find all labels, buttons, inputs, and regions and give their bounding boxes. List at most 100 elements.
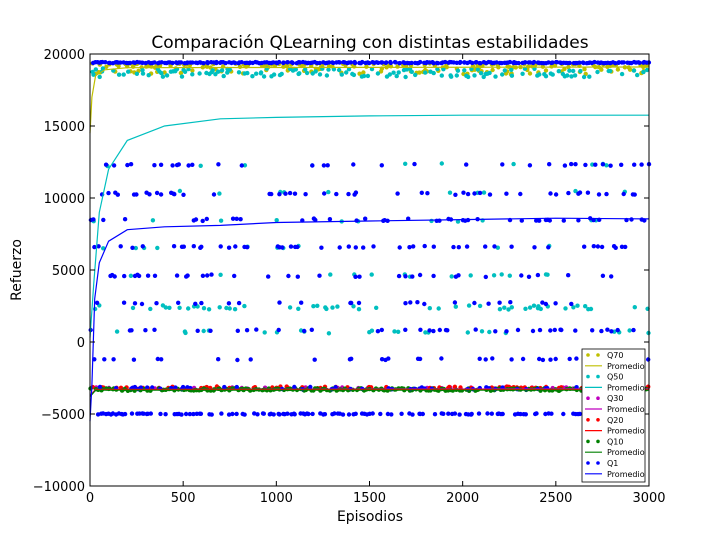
data-point — [254, 327, 259, 332]
data-point — [180, 384, 186, 390]
data-point — [409, 60, 414, 66]
data-point — [183, 330, 188, 336]
data-point — [145, 385, 150, 390]
data-point — [639, 162, 644, 167]
data-point — [537, 72, 542, 77]
data-point — [506, 307, 511, 312]
data-point — [553, 301, 558, 306]
data-point — [205, 273, 210, 278]
data-point — [437, 327, 442, 333]
data-point — [154, 190, 160, 196]
data-point — [369, 328, 375, 333]
data-point — [493, 329, 498, 334]
data-point — [152, 60, 157, 65]
data-point — [531, 303, 537, 308]
data-point — [138, 385, 144, 390]
data-point — [352, 60, 358, 66]
data-point — [483, 357, 488, 362]
data-point — [388, 60, 393, 66]
data-point — [646, 357, 651, 362]
data-point — [425, 191, 430, 196]
data-point — [465, 330, 470, 335]
data-point — [509, 305, 514, 310]
data-point — [477, 303, 483, 309]
data-point — [364, 64, 369, 69]
data-point — [145, 273, 151, 278]
data-point — [387, 72, 392, 77]
data-point — [280, 245, 285, 250]
data-point — [302, 328, 307, 334]
data-point — [209, 272, 214, 277]
data-point — [130, 305, 136, 311]
data-point — [129, 411, 135, 416]
data-point — [397, 60, 402, 66]
x-tick-label: 2000 — [446, 491, 479, 506]
data-point — [609, 329, 614, 334]
data-point — [431, 328, 436, 334]
data-point — [356, 307, 362, 312]
data-point — [418, 327, 423, 332]
data-point — [276, 59, 282, 65]
y-tick-label: 0 — [77, 336, 85, 351]
legend-marker — [586, 353, 590, 357]
data-point — [198, 411, 204, 416]
x-tick-label: 0 — [86, 491, 94, 506]
data-point — [97, 74, 102, 80]
data-point — [515, 327, 521, 333]
data-point — [599, 67, 604, 72]
data-point — [566, 273, 571, 278]
data-point — [191, 244, 196, 249]
data-point — [396, 329, 401, 334]
data-point — [379, 357, 385, 362]
data-point — [581, 74, 587, 80]
data-point — [495, 245, 500, 250]
data-point — [230, 411, 235, 417]
data-point — [375, 329, 381, 334]
data-point — [455, 68, 461, 73]
data-point — [600, 162, 606, 167]
data-point — [411, 244, 416, 249]
data-point — [303, 67, 308, 72]
data-point — [158, 411, 163, 417]
data-point — [170, 60, 175, 66]
y-tick-label: 20000 — [44, 48, 85, 63]
data-point — [391, 70, 396, 75]
data-point — [292, 412, 297, 417]
data-point — [304, 70, 310, 76]
data-point — [131, 357, 137, 362]
data-point — [487, 329, 492, 335]
data-point — [150, 218, 156, 223]
data-point — [567, 60, 572, 66]
data-point — [143, 328, 148, 333]
data-point — [462, 68, 467, 73]
data-point — [582, 67, 587, 72]
legend-marker — [596, 374, 600, 379]
legend-marker — [586, 461, 590, 465]
data-point — [453, 304, 458, 309]
data-point — [116, 72, 122, 77]
data-point — [225, 70, 230, 75]
data-point — [297, 71, 302, 76]
data-point — [252, 411, 257, 416]
data-point — [587, 74, 592, 79]
data-point — [518, 191, 523, 197]
data-point — [201, 61, 206, 66]
data-point — [491, 273, 497, 278]
data-point — [277, 300, 282, 305]
data-point — [200, 273, 206, 278]
data-point — [545, 272, 550, 277]
series-line — [89, 114, 649, 338]
data-point — [423, 70, 428, 75]
data-point — [219, 411, 224, 416]
data-point — [321, 163, 327, 168]
data-point — [590, 328, 595, 333]
data-point — [190, 68, 195, 73]
data-point — [361, 245, 366, 250]
data-point — [543, 301, 549, 307]
data-point — [527, 305, 533, 310]
data-point — [384, 60, 389, 65]
data-point — [490, 356, 495, 361]
data-point — [632, 305, 637, 310]
data-point — [126, 69, 131, 74]
